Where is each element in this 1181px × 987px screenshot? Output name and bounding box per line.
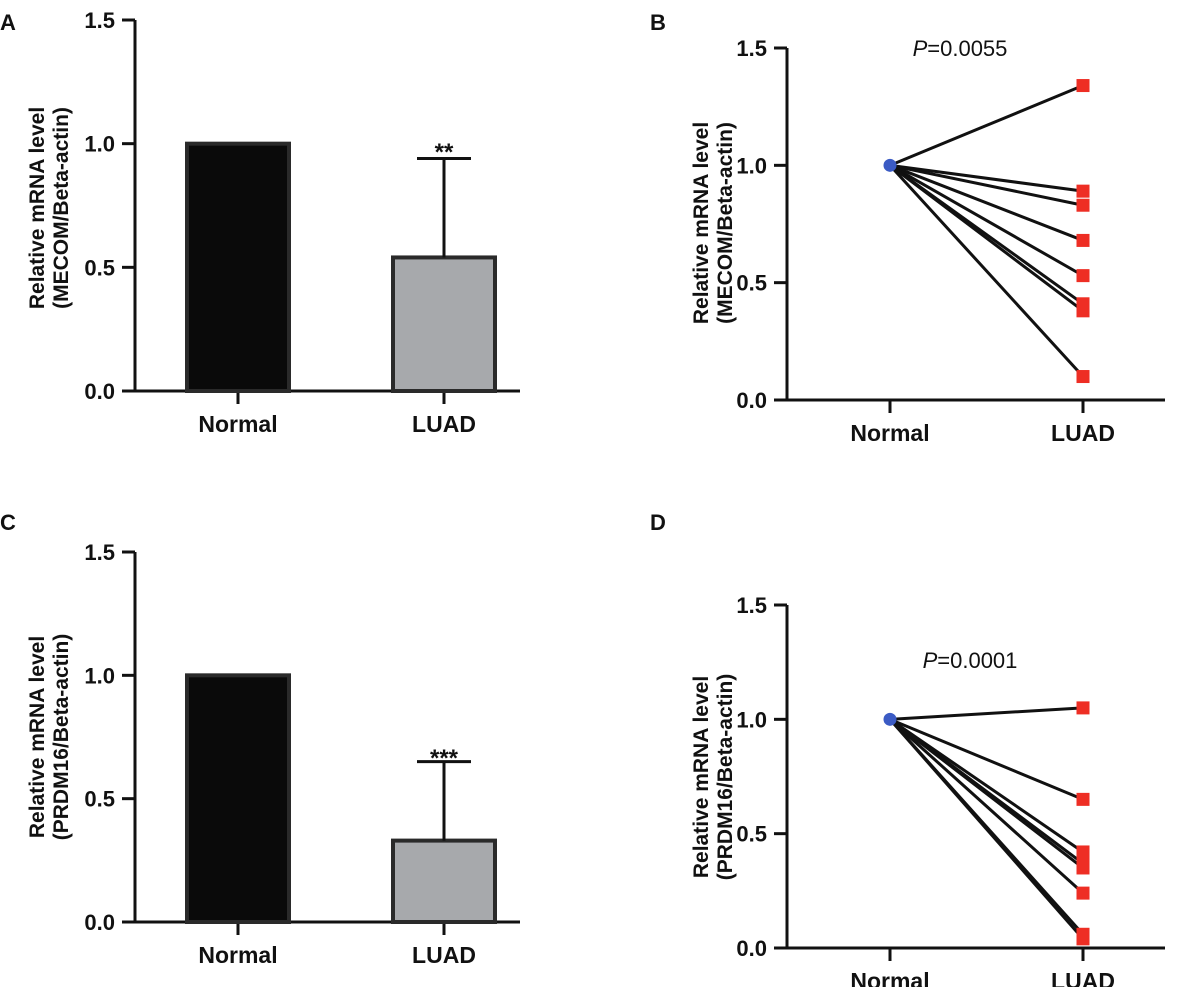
x-category-label: LUAD <box>412 411 476 437</box>
y-tick-label: 0.5 <box>84 787 115 812</box>
luad-point <box>1076 845 1090 859</box>
paired-line <box>889 84 1084 167</box>
y-axis-title-line1: Relative mRNA level <box>26 636 49 838</box>
x-category-label: Normal <box>198 411 277 437</box>
paired-line <box>889 164 1084 277</box>
paired-line <box>889 718 1084 870</box>
panel-a: A 0.0 0.5 1.0 1.5 Normal LUAD Relative mRNA lev… <box>0 8 520 437</box>
bar-luad <box>391 838 497 924</box>
paired-line <box>888 164 1085 378</box>
panel-c: C 0.0 0.5 1.0 1.5 Normal LUAD Relative mRNA lev… <box>0 510 520 968</box>
luad-point <box>1076 932 1090 946</box>
paired-line <box>888 718 1085 940</box>
y-tick-label: 1.0 <box>736 707 767 732</box>
p-value-label: P=0.0001 <box>923 648 1018 673</box>
panel-d: D 0.0 0.5 1.0 1.5 Normal LUAD Relative mRNA lev… <box>650 510 1165 987</box>
y-axis-title-line2: (MECOM/Beta-actin) <box>50 107 73 309</box>
luad-point <box>1076 792 1090 806</box>
normal-point <box>883 158 897 172</box>
significance-label: ** <box>435 139 454 166</box>
y-axis-title-line1: Relative mRNA level <box>690 122 713 324</box>
y-axis-title: Relative mRNA level(MECOM/Beta-actin) <box>690 122 737 324</box>
luad-point <box>1076 269 1090 283</box>
y-tick-label: 0.0 <box>84 379 115 404</box>
y-tick-label: 1.5 <box>736 593 767 618</box>
p-value-number: =0.0001 <box>937 648 1017 673</box>
p-value-label: P=0.0055 <box>913 36 1008 61</box>
x-category-label: Normal <box>198 942 277 968</box>
p-value-number: =0.0055 <box>927 36 1007 61</box>
significance-label: *** <box>430 745 459 772</box>
panel-b: B 0.0 0.5 1.0 1.5 Normal LUAD Relative mRNA lev… <box>650 10 1165 446</box>
p-value-symbol: P <box>913 36 928 61</box>
luad-point <box>1076 79 1090 93</box>
y-axis-title: Relative mRNA level(MECOM/Beta-actin) <box>26 107 73 309</box>
paired-line <box>889 706 1084 721</box>
luad-point <box>1076 370 1090 384</box>
paired-line <box>889 164 1084 313</box>
y-tick-label: 1.5 <box>84 540 115 565</box>
y-tick-label: 1.0 <box>736 153 767 178</box>
y-axis-title: Relative mRNA level(PRDM16/Beta-actin) <box>690 674 737 881</box>
y-tick-label: 0.0 <box>84 910 115 935</box>
paired-line <box>889 718 1084 854</box>
luad-point <box>1076 861 1090 875</box>
y-tick-label: 1.5 <box>84 8 115 33</box>
luad-point <box>1076 184 1090 198</box>
y-tick-label: 1.5 <box>736 36 767 61</box>
y-axis-title-line2: (PRDM16/Beta-actin) <box>714 674 737 881</box>
paired-line <box>889 163 1084 242</box>
y-tick-label: 0.5 <box>84 255 115 280</box>
panel-letter: B <box>650 10 666 35</box>
luad-point <box>1076 304 1090 318</box>
paired-line <box>889 163 1084 207</box>
panel-letter: D <box>650 510 666 535</box>
luad-point <box>1076 886 1090 900</box>
panel-letter: A <box>0 10 16 35</box>
y-axis-title-line1: Relative mRNA level <box>26 107 49 309</box>
y-tick-label: 1.0 <box>84 663 115 688</box>
y-tick-label: 0.5 <box>736 271 767 296</box>
bar-normal <box>185 141 291 393</box>
x-category-label: LUAD <box>1051 968 1115 987</box>
p-value-symbol: P <box>923 648 938 673</box>
luad-point <box>1076 701 1090 715</box>
x-category-label: LUAD <box>1051 420 1115 446</box>
normal-point <box>883 712 897 726</box>
bar-normal <box>185 673 291 924</box>
y-tick-label: 0.5 <box>736 822 767 847</box>
y-tick-label: 0.0 <box>736 936 767 961</box>
luad-point <box>1076 198 1090 212</box>
paired-line <box>889 717 1084 801</box>
x-category-label: Normal <box>850 968 929 987</box>
y-axis-title-line2: (MECOM/Beta-actin) <box>714 122 737 324</box>
paired-line <box>889 163 1084 193</box>
y-tick-label: 0.0 <box>736 388 767 413</box>
x-category-label: LUAD <box>412 942 476 968</box>
x-category-label: Normal <box>850 420 929 446</box>
y-axis-title-line1: Relative mRNA level <box>690 676 713 878</box>
bar-luad <box>391 255 497 393</box>
y-axis-title: Relative mRNA level(PRDM16/Beta-actin) <box>26 634 73 841</box>
paired-line <box>888 718 1085 895</box>
panel-letter: C <box>0 510 16 535</box>
luad-point <box>1076 233 1090 247</box>
y-axis-title-line2: (PRDM16/Beta-actin) <box>50 634 73 841</box>
y-tick-label: 1.0 <box>84 132 115 157</box>
